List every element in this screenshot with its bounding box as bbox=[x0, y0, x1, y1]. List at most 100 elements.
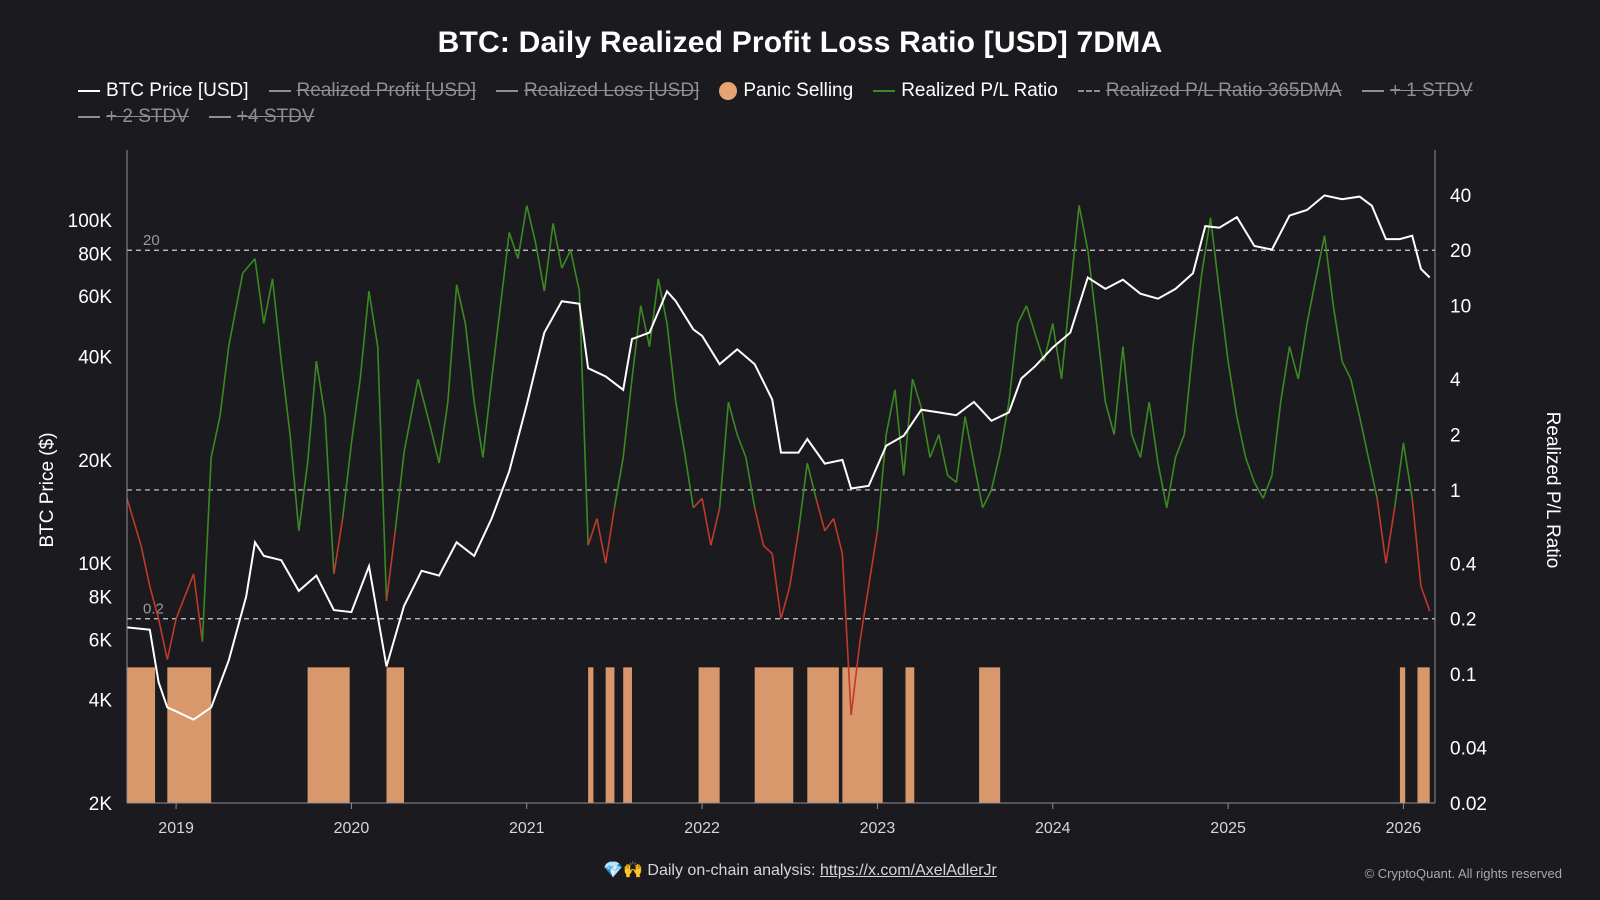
ratio-segment-116 bbox=[1174, 434, 1186, 458]
legend-item-3[interactable]: Panic Selling bbox=[719, 78, 853, 104]
x-tick-2023: 2023 bbox=[860, 820, 896, 837]
ratio-segment-91 bbox=[955, 416, 966, 483]
ratio-segment-115 bbox=[1165, 457, 1177, 508]
ratio-segment-52 bbox=[613, 457, 624, 508]
legend-item-0[interactable]: BTC Price [USD] bbox=[78, 78, 249, 104]
ratio-segment-44 bbox=[543, 223, 554, 292]
left-tick-6K: 6K bbox=[89, 630, 113, 651]
left-tick-100K: 100K bbox=[68, 211, 113, 232]
ratio-segment-31 bbox=[429, 426, 440, 464]
panic-bar-10 bbox=[842, 667, 883, 803]
ratio-segment-75 bbox=[815, 498, 826, 532]
ratio-segment-16 bbox=[289, 434, 300, 531]
ratio-segment-66 bbox=[736, 434, 747, 458]
ratio-segment-123 bbox=[1236, 416, 1247, 458]
left-tick-40K: 40K bbox=[78, 348, 112, 369]
ratio-segment-120 bbox=[1209, 217, 1221, 292]
ratio-segment-84 bbox=[894, 389, 905, 476]
ratio-segment-43 bbox=[534, 242, 546, 292]
x-tick-2025: 2025 bbox=[1210, 820, 1246, 837]
ratio-segment-144 bbox=[1420, 586, 1431, 612]
ratio-segment-7 bbox=[201, 457, 212, 642]
ratio-segment-53 bbox=[622, 378, 633, 458]
legend-swatch bbox=[78, 89, 100, 92]
ratio-segment-47 bbox=[569, 250, 581, 292]
ratio-segment-140 bbox=[1385, 507, 1396, 564]
ratio-segment-8 bbox=[210, 416, 221, 458]
ratio-segment-114 bbox=[1157, 462, 1168, 508]
ratio-segment-17 bbox=[298, 462, 309, 531]
legend-item-8[interactable]: +4 STDV bbox=[208, 104, 315, 130]
ratio-segment-69 bbox=[762, 544, 773, 555]
ratio-segment-72 bbox=[788, 530, 800, 587]
ratio-segment-46 bbox=[561, 249, 572, 269]
left-tick-10K: 10K bbox=[78, 554, 112, 575]
reference-label-20: 20 bbox=[143, 232, 160, 249]
ratio-segment-59 bbox=[675, 401, 686, 453]
footer-link[interactable]: https://x.com/AxelAdlerJr bbox=[819, 862, 997, 879]
ratio-segment-11 bbox=[242, 258, 256, 274]
ratio-segment-10 bbox=[227, 273, 244, 347]
ratio-segment-67 bbox=[745, 457, 756, 508]
ratio-segment-38 bbox=[490, 305, 502, 380]
x-tick-2026: 2026 bbox=[1386, 820, 1422, 837]
ratio-segment-65 bbox=[727, 401, 738, 435]
ratio-segment-61 bbox=[692, 497, 703, 509]
legend-item-7[interactable]: + 2 STDV bbox=[78, 104, 189, 130]
right-tick-0.1: 0.1 bbox=[1450, 665, 1476, 686]
ratio-segment-125 bbox=[1253, 481, 1264, 499]
ratio-segment-35 bbox=[464, 323, 475, 403]
panic-bar-5 bbox=[605, 667, 615, 803]
panic-bar-6 bbox=[623, 667, 632, 803]
ratio-segment-104 bbox=[1069, 205, 1080, 292]
panic-bar-0 bbox=[127, 667, 156, 803]
legend-label: + 1 STDV bbox=[1389, 80, 1473, 101]
ratio-segment-2 bbox=[149, 586, 160, 619]
right-tick-1: 1 bbox=[1450, 481, 1461, 502]
right-tick-20: 20 bbox=[1450, 241, 1471, 262]
legend-item-4[interactable]: Realized P/L Ratio bbox=[873, 78, 1058, 104]
ratio-segment-77 bbox=[832, 518, 844, 555]
ratio-segment-12 bbox=[254, 258, 265, 324]
ratio-segment-74 bbox=[806, 462, 817, 499]
ratio-segment-27 bbox=[385, 530, 397, 601]
ratio-segment-40 bbox=[508, 232, 519, 259]
right-tick-4: 4 bbox=[1450, 370, 1461, 391]
left-tick-4K: 4K bbox=[89, 691, 113, 712]
ratio-segment-143 bbox=[1411, 498, 1422, 587]
ratio-segment-55 bbox=[639, 305, 651, 347]
ratio-segment-113 bbox=[1148, 401, 1159, 464]
ratio-segment-3 bbox=[157, 618, 169, 660]
legend-swatch bbox=[873, 89, 896, 92]
ratio-segment-29 bbox=[403, 378, 419, 453]
ratio-segment-122 bbox=[1227, 361, 1238, 417]
ratio-segment-96 bbox=[999, 401, 1010, 453]
ratio-segment-56 bbox=[648, 278, 660, 347]
panic-bar-3 bbox=[386, 667, 405, 803]
right-tick-0.04: 0.04 bbox=[1450, 739, 1487, 760]
ratio-segment-129 bbox=[1288, 346, 1300, 380]
legend-item-5[interactable]: Realized P/L Ratio 365DMA bbox=[1077, 78, 1342, 104]
left-axis-label: BTC Price ($) bbox=[37, 432, 58, 548]
legend-item-2[interactable]: Realized Loss [USD] bbox=[496, 78, 699, 104]
x-tick-2019: 2019 bbox=[158, 820, 194, 837]
ratio-segment-64 bbox=[718, 401, 730, 508]
ratio-segment-100 bbox=[1034, 334, 1045, 362]
ratio-segment-23 bbox=[350, 378, 361, 444]
legend-label: Realized P/L Ratio bbox=[901, 80, 1058, 101]
panic-bar-8 bbox=[754, 667, 794, 803]
ratio-segment-63 bbox=[710, 507, 721, 546]
ratio-segment-51 bbox=[604, 507, 616, 564]
footer: 💎🙌 Daily on-chain analysis: https://x.co… bbox=[0, 860, 1600, 880]
legend-item-6[interactable]: + 1 STDV bbox=[1361, 78, 1473, 104]
panic-bar-13 bbox=[1399, 667, 1406, 803]
legend-item-1[interactable]: Realized Profit [USD] bbox=[268, 78, 476, 104]
left-tick-60K: 60K bbox=[78, 287, 112, 308]
ratio-segment-30 bbox=[417, 378, 432, 428]
panic-bar-12 bbox=[979, 667, 1001, 803]
ratio-segment-76 bbox=[824, 518, 835, 532]
ratio-segment-5 bbox=[175, 573, 195, 620]
ratio-segment-24 bbox=[359, 291, 370, 380]
x-tick-2020: 2020 bbox=[334, 820, 370, 837]
